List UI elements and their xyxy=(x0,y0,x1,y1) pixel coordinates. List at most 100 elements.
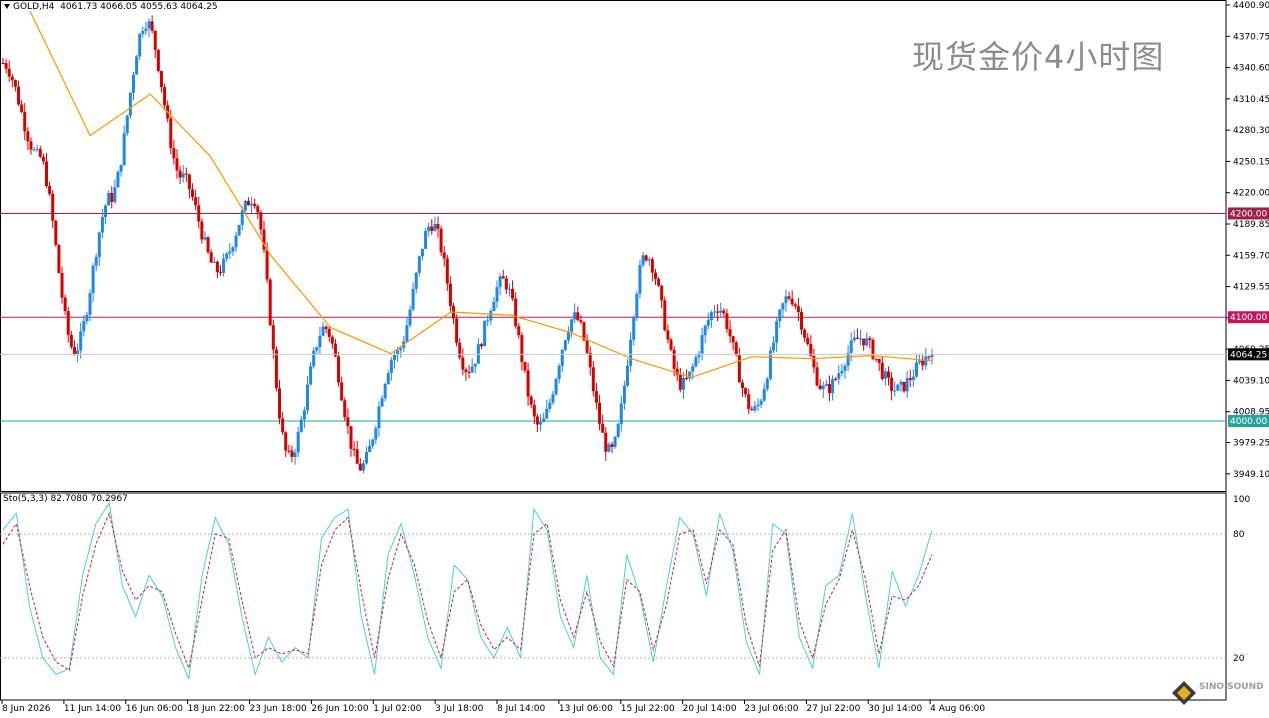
candle-body xyxy=(824,384,828,386)
level-tag-label: 4200.00 xyxy=(1230,209,1267,219)
candle-body xyxy=(163,87,167,106)
candle-body xyxy=(343,400,347,418)
candle-body xyxy=(315,347,319,351)
candle-body xyxy=(688,371,692,379)
candle-body xyxy=(653,272,657,279)
candle-body xyxy=(849,340,853,353)
candle-body xyxy=(675,368,679,375)
candle-body xyxy=(206,237,210,253)
candle-body xyxy=(281,418,285,433)
time-axis-label: 27 Jul 22:00 xyxy=(806,704,860,714)
candle-body xyxy=(523,361,527,371)
time-axis-label: 23 Jul 06:00 xyxy=(745,704,799,714)
candle-body xyxy=(231,247,235,252)
candle-body xyxy=(694,357,698,367)
candle-body xyxy=(371,439,375,446)
candle-body xyxy=(703,325,707,336)
candle-body xyxy=(309,366,313,385)
candle-body xyxy=(616,423,620,437)
candle-body xyxy=(76,350,80,355)
candle-body xyxy=(501,276,505,279)
candle-body xyxy=(361,463,365,471)
candle-body xyxy=(455,318,459,343)
candle-body xyxy=(135,56,139,75)
candle-body xyxy=(191,189,195,198)
candle-body xyxy=(607,444,611,452)
time-axis-label: 26 Jun 10:00 xyxy=(311,704,368,714)
level-tag-4200.00 xyxy=(1228,207,1269,220)
candle-body xyxy=(153,30,157,50)
candle-body xyxy=(85,314,89,322)
candle-body xyxy=(890,377,894,392)
candle-body xyxy=(355,449,359,464)
candle-body xyxy=(349,426,353,449)
candle-body xyxy=(514,298,518,327)
price-axis-label: 4310.45 xyxy=(1233,95,1269,105)
candle-body xyxy=(626,365,630,386)
candle-body xyxy=(859,338,863,340)
candle-body xyxy=(582,322,586,341)
candle-body xyxy=(896,384,900,391)
candle-body xyxy=(324,326,328,329)
candle-body xyxy=(473,363,477,367)
candle-body xyxy=(734,342,738,356)
candle-body xyxy=(100,217,104,233)
candle-body xyxy=(4,63,8,69)
candle-body xyxy=(740,382,744,389)
candle-body xyxy=(756,404,760,407)
candle-body xyxy=(411,288,415,310)
candle-body xyxy=(479,344,483,347)
candle-body xyxy=(392,354,396,361)
candle-body xyxy=(899,381,903,385)
candle-body xyxy=(632,317,636,340)
candle-body xyxy=(594,391,598,403)
candle-body xyxy=(346,417,350,427)
candle-body xyxy=(722,310,726,314)
candle-body xyxy=(762,388,766,401)
candle-body xyxy=(768,350,772,379)
candle-body xyxy=(48,186,52,194)
candle-body xyxy=(529,396,533,405)
candle-body xyxy=(299,419,303,432)
candle-body xyxy=(930,354,934,358)
candle-body xyxy=(256,206,260,213)
candle-body xyxy=(178,170,182,178)
candle-body xyxy=(647,259,651,261)
price-axis-label: 3979.25 xyxy=(1233,439,1269,449)
candle-body xyxy=(94,256,98,266)
candle-body xyxy=(517,326,521,336)
candle-body xyxy=(579,320,583,323)
candle-body xyxy=(542,418,546,422)
candle-body xyxy=(35,148,39,150)
candle-body xyxy=(467,371,471,373)
candle-body xyxy=(91,265,95,294)
candle-body xyxy=(498,276,502,288)
candle-body xyxy=(545,408,549,419)
candle-body xyxy=(296,431,300,453)
time-axis-label: 11 Jun 14:00 xyxy=(64,704,121,714)
candle-body xyxy=(26,131,30,142)
candle-body xyxy=(234,235,238,248)
candle-body xyxy=(237,225,241,236)
candle-body xyxy=(287,450,291,452)
level-tag-4100.00 xyxy=(1228,311,1269,324)
candle-body xyxy=(492,301,496,312)
candle-body xyxy=(253,203,257,207)
candle-body xyxy=(560,349,564,366)
candle-body xyxy=(650,259,654,273)
candle-body xyxy=(815,367,819,386)
candle-body xyxy=(38,148,42,157)
dropdown-triangle-icon[interactable] xyxy=(4,4,10,9)
candle-body xyxy=(215,261,219,273)
candle-body xyxy=(803,329,807,338)
candle-body xyxy=(744,388,748,395)
candle-body xyxy=(846,352,850,366)
candle-body xyxy=(200,221,204,240)
candle-body xyxy=(389,360,393,374)
candle-body xyxy=(507,288,511,290)
symbol-header: GOLD,H4 4061.73 4066.05 4055.63 4064.25 xyxy=(4,2,218,12)
candle-body xyxy=(340,382,344,401)
candle-body xyxy=(321,326,325,336)
